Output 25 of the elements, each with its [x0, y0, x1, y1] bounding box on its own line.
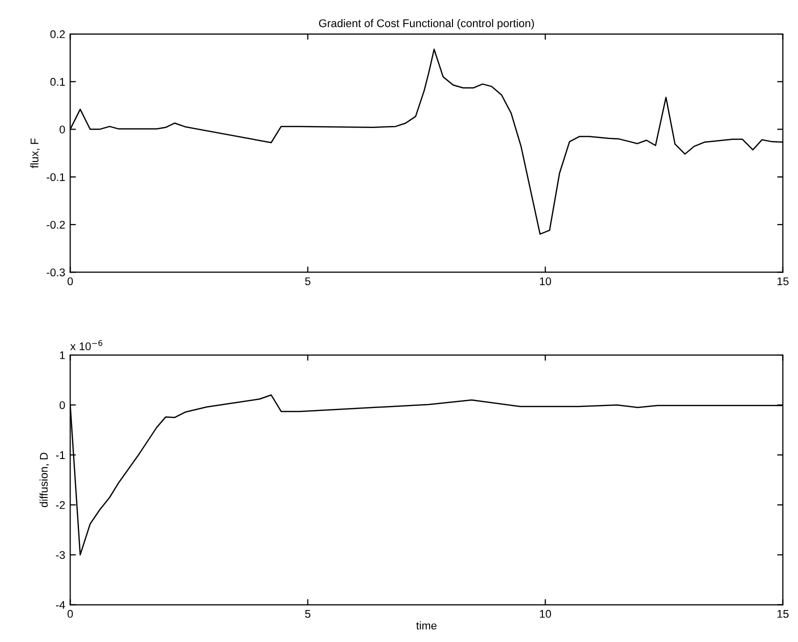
- y-axis-title: flux, F: [30, 138, 40, 168]
- x-tick-label: 15: [778, 610, 789, 618]
- x-tick-label: 0: [68, 610, 73, 618]
- x-axis-title: time: [416, 621, 437, 630]
- x-tick-label: 0: [68, 277, 73, 286]
- x-tick-label: 10: [540, 610, 552, 618]
- y-tick-label: 0.1: [50, 78, 65, 86]
- y-tick-label: -1: [56, 451, 65, 459]
- y-tick-label: 0: [60, 126, 65, 134]
- text: x 10$^{−6}$: [70, 340, 102, 350]
- y-axis-title: diffusion, D: [40, 452, 50, 508]
- x-tick-label: 5: [305, 610, 310, 618]
- x-tick-label: 15: [778, 277, 789, 286]
- x-tick-label: 5: [305, 277, 310, 286]
- y-tick-label: -0.1: [46, 173, 65, 182]
- x-tick-label: 10: [540, 277, 552, 286]
- y-tick-label: -0.3: [46, 268, 65, 276]
- y-tick-label: 0.2: [50, 30, 65, 38]
- chart-title: Gradient of Cost Functional (control portion): [319, 19, 534, 30]
- y-tick-label: -2: [56, 501, 65, 509]
- y-tick-label: -0.2: [46, 220, 65, 229]
- y-tick-label: -4: [56, 601, 66, 609]
- y-tick-label: 1: [60, 351, 65, 360]
- y-tick-label: 0: [60, 401, 65, 410]
- y-tick-label: -3: [56, 551, 65, 559]
